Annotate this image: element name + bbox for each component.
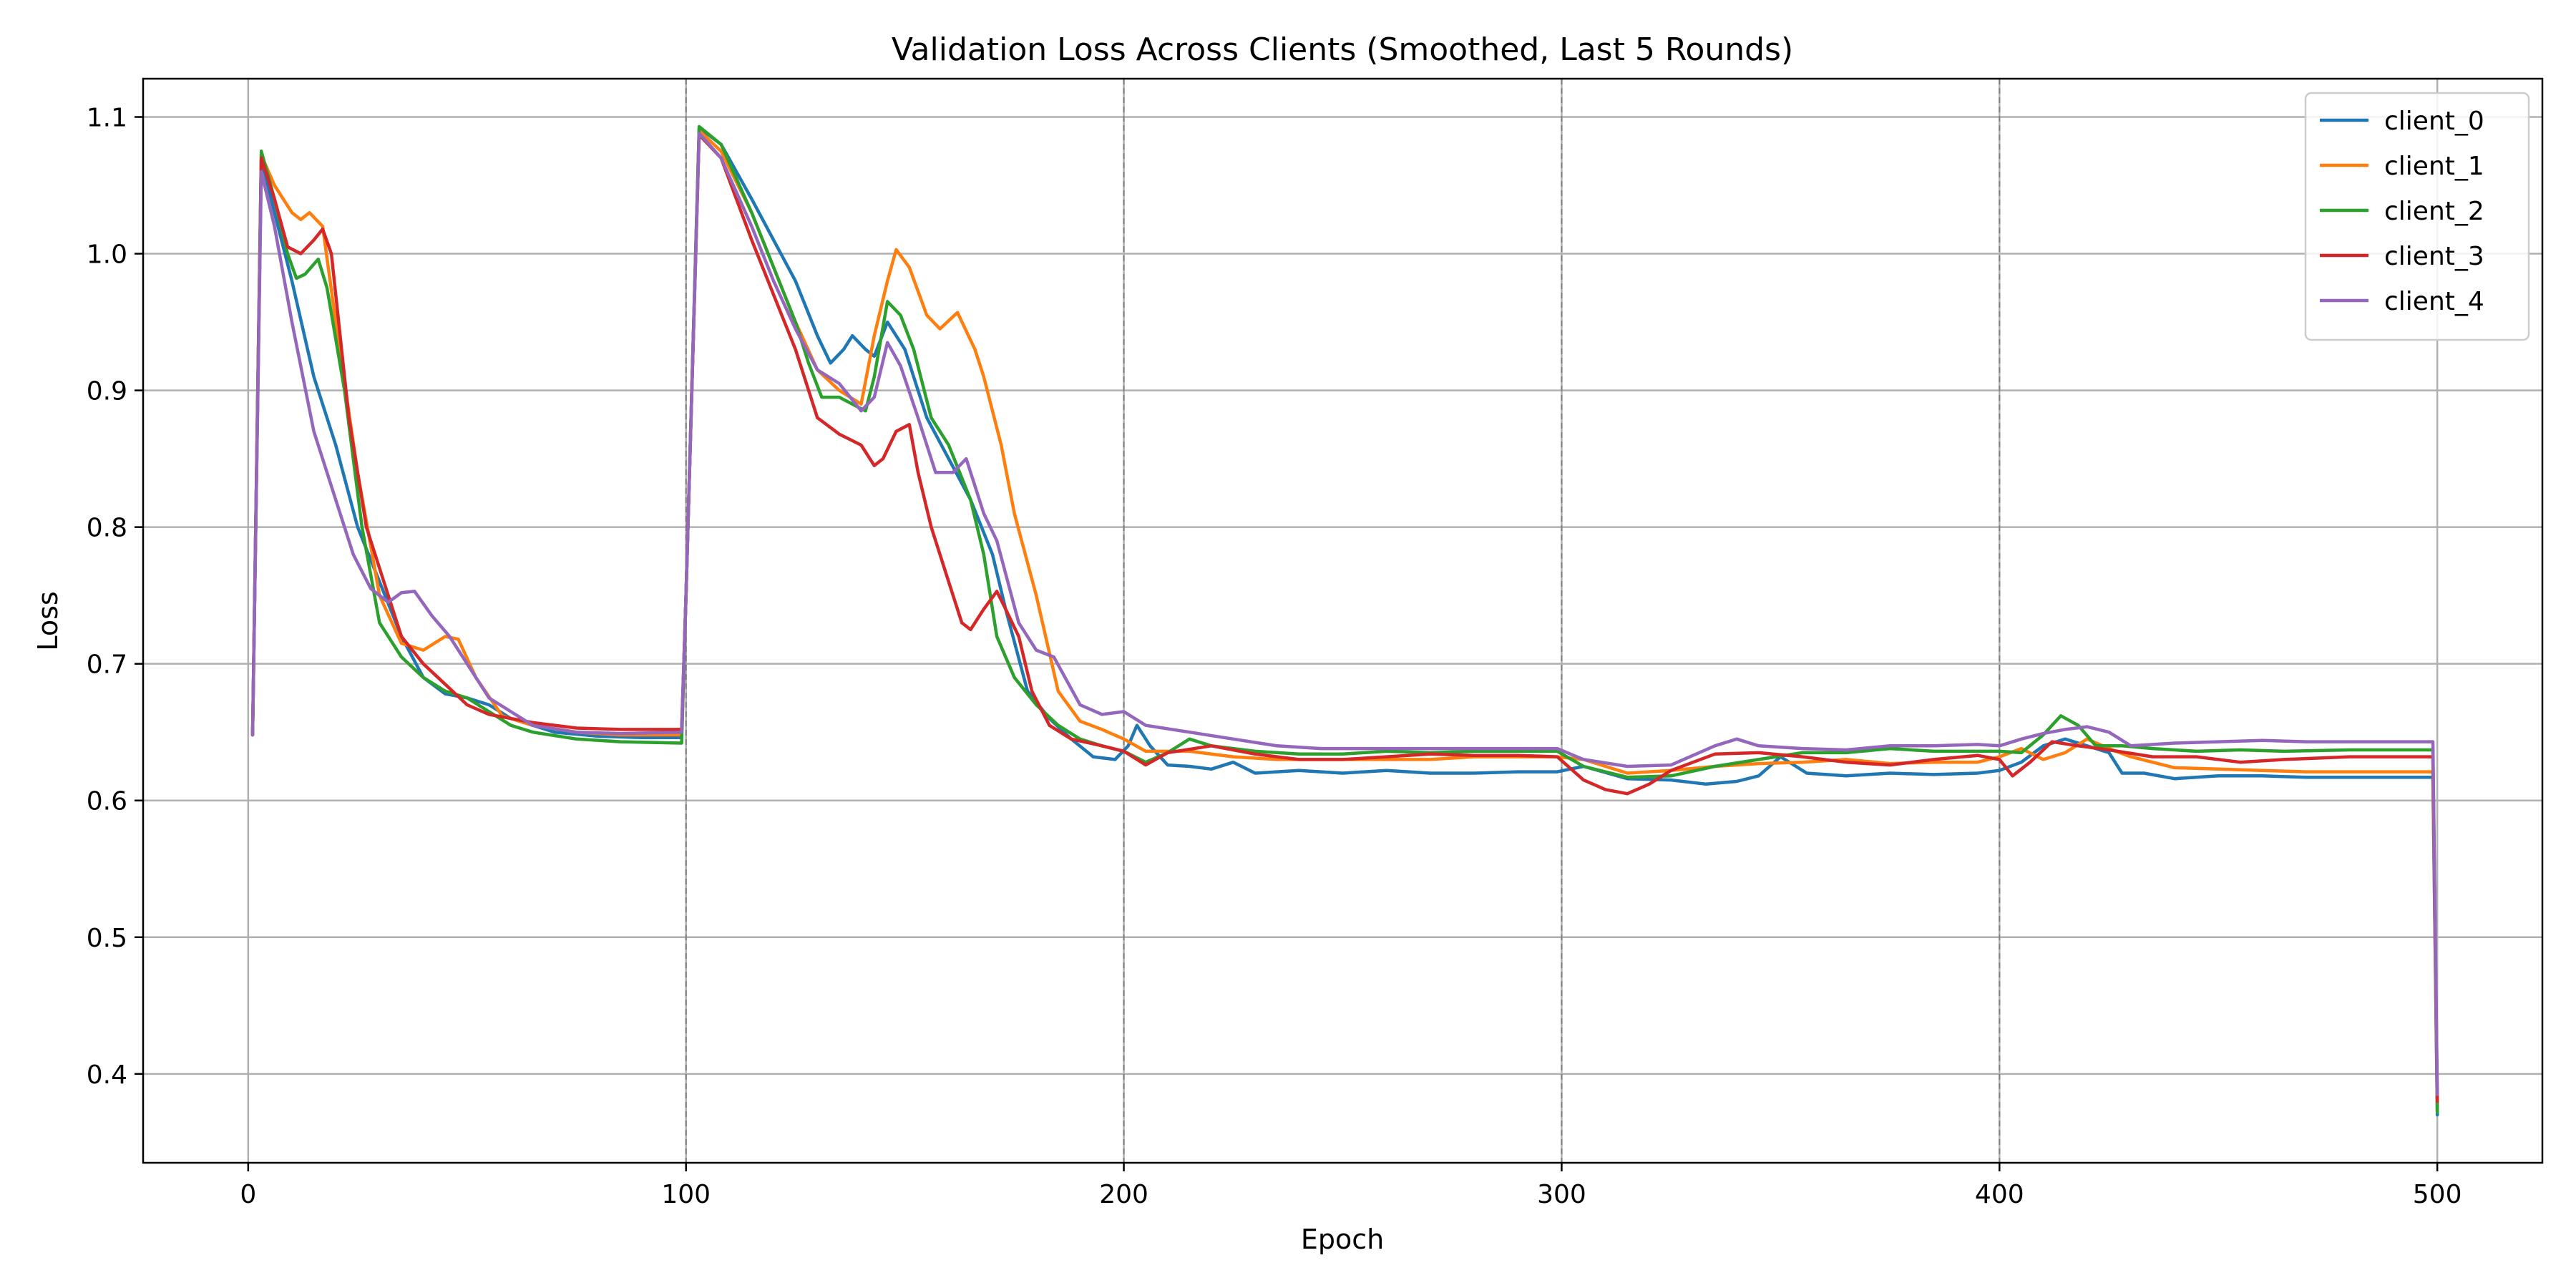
- y-tick-label: 0.8: [87, 514, 127, 543]
- series-line-client-3: [250, 133, 2439, 1103]
- legend-label-client-2: client_2: [2384, 197, 2484, 226]
- legend-label-client-1: client_1: [2384, 152, 2484, 181]
- x-axis-label: Epoch: [1301, 1224, 1384, 1255]
- y-tick-label: 0.5: [87, 924, 127, 953]
- y-tick-label: 0.4: [87, 1060, 127, 1090]
- chart-title: Validation Loss Across Clients (Smoothed…: [892, 31, 1793, 68]
- legend-label-client-4: client_4: [2384, 287, 2484, 316]
- x-tick-label: 400: [1975, 1180, 2024, 1209]
- series-line-client-1: [250, 129, 2439, 1110]
- legend-box: [2304, 92, 2530, 341]
- x-tick-label: 500: [2413, 1180, 2462, 1209]
- y-tick-label: 1.1: [87, 103, 127, 132]
- y-tick-label: 0.7: [87, 650, 127, 680]
- series-lines: [250, 125, 2439, 1117]
- legend: client_0 client_1 client_2 client_3 client_4: [2304, 92, 2530, 341]
- x-axis-ticks: 0 100 200 300 400 500: [240, 1163, 2462, 1209]
- legend-label-client-0: client_0: [2384, 107, 2484, 136]
- x-tick-label: 100: [661, 1180, 711, 1209]
- y-axis-ticks: 0.4 0.5 0.6 0.7 0.8 0.9 1.0 1.1: [87, 103, 143, 1090]
- legend-label-client-3: client_3: [2384, 242, 2484, 271]
- series-line-client-2: [250, 125, 2439, 1114]
- y-axis-label: Loss: [32, 591, 64, 650]
- x-tick-label: 200: [1099, 1180, 1148, 1209]
- plot-frame: [142, 77, 2544, 1164]
- x-tick-label: 300: [1537, 1180, 1586, 1209]
- y-tick-label: 0.6: [87, 787, 127, 816]
- x-tick-label: 0: [240, 1180, 256, 1209]
- series-line-client-4: [250, 132, 2439, 1096]
- y-tick-label: 0.9: [87, 377, 127, 406]
- y-tick-label: 1.0: [87, 240, 127, 270]
